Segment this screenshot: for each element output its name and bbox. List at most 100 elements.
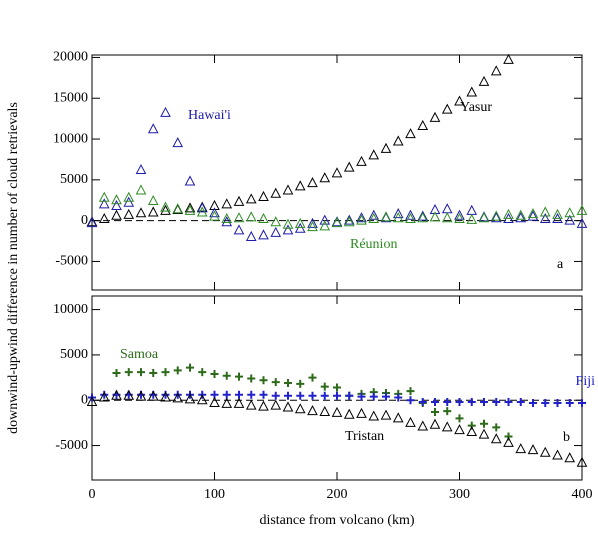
data-point	[123, 389, 135, 400]
data-point	[490, 433, 502, 444]
data-point	[564, 207, 576, 218]
data-point	[368, 410, 380, 421]
data-point	[282, 401, 294, 412]
data-point	[271, 378, 280, 387]
data-point	[98, 191, 110, 202]
data-point	[196, 394, 208, 405]
data-point	[173, 390, 182, 399]
data-point	[86, 217, 98, 228]
data-point	[124, 368, 133, 377]
series-label: Yasur	[460, 100, 492, 115]
data-point	[356, 214, 367, 225]
data-point	[172, 137, 184, 148]
data-point	[504, 432, 513, 441]
data-point	[429, 211, 441, 222]
data-point	[147, 194, 159, 206]
data-point	[307, 177, 318, 188]
data-point	[515, 443, 527, 454]
data-point	[564, 452, 576, 463]
data-point	[124, 390, 133, 399]
data-point	[441, 203, 453, 214]
data-point	[258, 400, 269, 411]
data-point	[123, 196, 135, 207]
data-point	[454, 424, 465, 435]
data-point	[184, 393, 196, 404]
data-point	[282, 218, 294, 229]
data-point	[368, 149, 380, 160]
data-point	[552, 208, 563, 219]
data-point	[245, 211, 257, 222]
data-point	[333, 383, 341, 392]
data-point	[173, 366, 182, 375]
data-point	[492, 423, 501, 432]
data-point	[221, 397, 233, 408]
panel-label: b	[563, 430, 570, 445]
data-point	[503, 208, 514, 219]
data-point	[98, 212, 110, 224]
data-point	[429, 111, 441, 122]
data-point	[405, 209, 416, 220]
data-point	[478, 75, 490, 86]
data-point	[123, 208, 135, 219]
data-point	[441, 103, 453, 114]
data-point	[247, 374, 256, 383]
y-tick-label: 5000	[60, 347, 88, 362]
data-point	[245, 193, 257, 204]
data-point	[161, 368, 170, 377]
data-point	[196, 206, 208, 217]
x-tick-label: 300	[449, 487, 470, 502]
data-point	[515, 212, 527, 223]
data-point	[111, 194, 122, 205]
data-point	[492, 398, 501, 407]
x-tick-label: 0	[89, 487, 96, 502]
data-point	[490, 65, 502, 76]
data-point	[331, 406, 343, 417]
data-point	[405, 212, 416, 224]
data-point	[455, 414, 464, 423]
data-point	[135, 163, 147, 175]
data-point	[307, 217, 318, 228]
data-point	[123, 191, 135, 202]
data-point	[233, 212, 245, 223]
data-point	[466, 425, 478, 436]
panel-label: a	[557, 257, 564, 272]
series-label: Samoa	[120, 347, 159, 362]
data-point	[270, 226, 282, 237]
data-point	[160, 391, 171, 402]
data-point	[454, 212, 465, 224]
data-point	[333, 391, 341, 400]
y-tick-label: 10000	[53, 131, 88, 146]
data-point	[308, 391, 317, 400]
data-point	[247, 390, 256, 399]
data-point	[466, 204, 478, 215]
data-point	[319, 214, 331, 225]
data-point	[417, 420, 429, 431]
data-point	[392, 135, 404, 146]
data-point	[392, 212, 404, 223]
data-point	[480, 419, 488, 428]
data-point	[319, 220, 331, 231]
data-point	[222, 390, 231, 399]
data-point	[210, 369, 219, 378]
data-point	[480, 398, 488, 407]
data-point	[135, 184, 147, 195]
data-point	[576, 456, 588, 467]
data-point	[147, 123, 159, 134]
y-tick-label: 10000	[53, 302, 88, 317]
x-axis-label: distance from volcano (km)	[259, 513, 414, 528]
data-point	[405, 128, 416, 139]
data-point	[235, 372, 243, 381]
data-point	[429, 418, 441, 429]
data-point	[503, 53, 514, 64]
y-tick-label: 15000	[53, 90, 88, 105]
x-tick-label: 200	[327, 487, 348, 502]
data-point	[308, 373, 317, 382]
data-point	[527, 210, 539, 221]
data-point	[233, 195, 245, 206]
data-point	[135, 390, 147, 401]
y-tick-label: 20000	[53, 50, 88, 65]
data-point	[98, 198, 110, 209]
data-point	[235, 390, 243, 399]
data-point	[294, 180, 306, 191]
